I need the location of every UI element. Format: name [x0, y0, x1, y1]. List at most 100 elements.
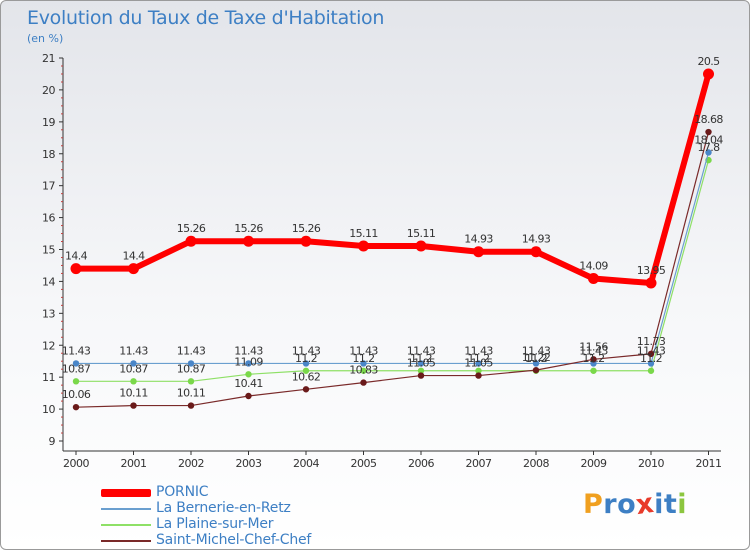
logo-letter: i: [677, 489, 688, 520]
legend-label: Saint-Michel-Chef-Chef: [156, 532, 312, 548]
legend-item-la-bernerie-en-retz: La Bernerie-en-Retz: [101, 500, 361, 517]
series-line-la-plaine-sur-mer: [75, 159, 710, 382]
data-point: [532, 360, 540, 367]
y-tick-label: 20: [42, 84, 55, 97]
data-point: [360, 360, 367, 367]
data-label: 11.43: [464, 344, 493, 357]
data-label: 14.4: [122, 250, 145, 263]
data-label: 10.11: [119, 387, 148, 400]
series-la-bernerie-en-retz: [72, 149, 712, 367]
series-pornic: [70, 68, 714, 289]
data-label: 11.09: [234, 355, 263, 368]
x-tick-label: 2002: [178, 457, 204, 470]
legend-item-saint-michel-chef-chef: Saint-Michel-Chef-Chef: [101, 532, 361, 549]
data-point: [358, 240, 369, 252]
data-label: 15.26: [177, 222, 206, 235]
logo-letter: r: [603, 489, 618, 520]
series-saint-michel-chef-chef: [72, 128, 712, 411]
data-point: [647, 367, 655, 374]
legend-swatch-la-plaine-sur-mer: [101, 524, 151, 526]
data-point: [185, 235, 197, 247]
data-point: [475, 367, 482, 374]
data-label: 11.2: [352, 352, 374, 365]
data-point: [72, 403, 80, 411]
y-tick-label: 10: [42, 403, 55, 416]
data-point: [245, 392, 252, 400]
data-label: 10.87: [119, 362, 148, 375]
data-label: 11.43: [177, 344, 206, 357]
data-label: 11.2: [295, 352, 317, 365]
data-label: 11.2: [525, 352, 547, 365]
proxiti-logo: Proxiti: [583, 488, 688, 521]
data-point: [475, 372, 482, 379]
data-label: 11.2: [640, 352, 662, 365]
data-point: [588, 273, 599, 285]
legend-label: PORNIC: [156, 484, 209, 500]
data-point: [590, 356, 597, 363]
data-label: 10.83: [349, 364, 378, 377]
data-label: 11.43: [637, 344, 666, 357]
data-point: [130, 378, 137, 385]
x-tick-label: 2000: [63, 457, 89, 470]
logo-letter: o: [617, 489, 637, 520]
x-tick-label: 2007: [466, 457, 492, 470]
data-label: 13.95: [637, 264, 666, 277]
data-label: 11.43: [234, 344, 263, 357]
data-point: [302, 367, 310, 374]
y-tick-label: 13: [42, 307, 55, 320]
x-tick-label: 2008: [523, 457, 549, 470]
data-point: [645, 277, 657, 289]
data-label: 11.43: [579, 344, 608, 357]
data-label: 18.68: [694, 113, 723, 126]
data-point: [187, 402, 195, 409]
x-tick-label: 2005: [351, 457, 377, 470]
data-label: 15.11: [407, 227, 436, 240]
data-point: [187, 378, 195, 385]
data-label: 11.22: [522, 351, 551, 364]
chart-title: Evolution du Taux de Taxe d'Habitation: [27, 7, 385, 29]
data-point: [72, 360, 80, 367]
data-point: [300, 235, 312, 247]
legend-label: La Bernerie-en-Retz: [156, 500, 291, 516]
data-point: [130, 402, 137, 409]
legend-item-la-plaine-sur-mer: La Plaine-sur-Mer: [101, 516, 361, 533]
data-label: 10.41: [234, 377, 263, 390]
data-label: 10.87: [177, 362, 206, 375]
legend-swatch-pornic: [101, 489, 151, 497]
data-label: 11.43: [62, 344, 91, 357]
data-point: [128, 263, 139, 275]
legend-swatch-la-bernerie-en-retz: [101, 508, 151, 510]
data-point: [415, 240, 427, 252]
legend-item-pornic: PORNIC: [101, 484, 361, 501]
data-point: [243, 235, 254, 247]
legend: PORNIC La Bernerie-en-Retz La Plaine-sur…: [101, 484, 361, 549]
data-label: 14.09: [579, 260, 608, 273]
legend-swatch-saint-michel-chef-chef: [101, 540, 151, 542]
series-line-pornic: [73, 70, 712, 287]
data-point: [187, 360, 195, 367]
data-point: [360, 367, 367, 374]
data-point: [130, 360, 137, 367]
data-label: 15.26: [292, 222, 321, 235]
data-point: [70, 263, 82, 275]
x-tick-label: 2004: [293, 457, 319, 470]
data-label: 11.2: [410, 352, 432, 365]
y-tick-label: 9: [49, 435, 56, 448]
logo-letter: t: [663, 489, 678, 520]
data-label: 11.43: [407, 344, 436, 357]
data-label: 11.73: [637, 335, 666, 348]
data-label: 11.43: [349, 344, 378, 357]
data-point: [705, 128, 712, 136]
data-point: [302, 360, 310, 367]
y-tick-label: 12: [42, 339, 55, 352]
data-label: 15.11: [349, 227, 378, 240]
data-label: 18.04: [694, 133, 723, 146]
data-label: 11.2: [582, 352, 604, 365]
x-tick-label: 2011: [696, 457, 722, 470]
y-axis-unit-label: (en %): [27, 32, 64, 45]
y-tick-label: 18: [42, 148, 55, 161]
data-label: 14.4: [65, 250, 88, 263]
data-point: [647, 360, 655, 367]
